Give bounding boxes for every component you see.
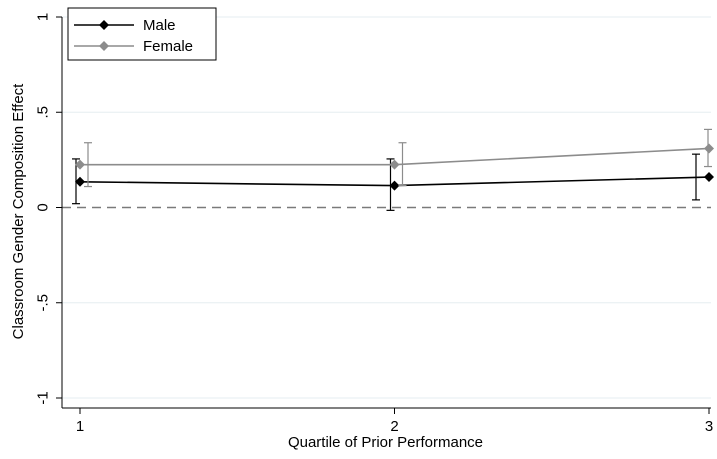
legend: Male Female (67, 7, 217, 61)
data-point (389, 159, 400, 170)
y-tick-label: 0 (35, 203, 52, 211)
data-point (389, 180, 400, 191)
series-male (72, 153, 714, 211)
x-tick-label: 2 (390, 418, 398, 435)
x-tick-label: 3 (705, 418, 713, 435)
data-point (75, 176, 85, 187)
y-axis-title: Classroom Gender Composition Effect (10, 83, 27, 339)
x-axis-title: Quartile of Prior Performance (288, 434, 483, 451)
y-tick-label: 1 (35, 13, 52, 21)
data-point (75, 159, 85, 170)
x-ticks: 1 2 3 (76, 408, 713, 435)
legend-label: Male (143, 17, 176, 34)
legend-box (67, 7, 217, 61)
y-tick-label: .5 (35, 106, 52, 119)
legend-item-male: Male (74, 17, 176, 34)
series-female (75, 128, 714, 188)
x-tick-label: 1 (76, 418, 84, 435)
y-tick-label: -.5 (35, 294, 52, 312)
y-ticks: -1 -.5 0 .5 1 (35, 13, 62, 405)
legend-item-female: Female (74, 38, 193, 55)
series-layer (72, 128, 714, 211)
data-point (704, 172, 714, 183)
data-point (704, 143, 714, 154)
legend-label: Female (143, 38, 193, 55)
y-tick-label: -1 (35, 391, 52, 404)
axes (61, 17, 711, 409)
